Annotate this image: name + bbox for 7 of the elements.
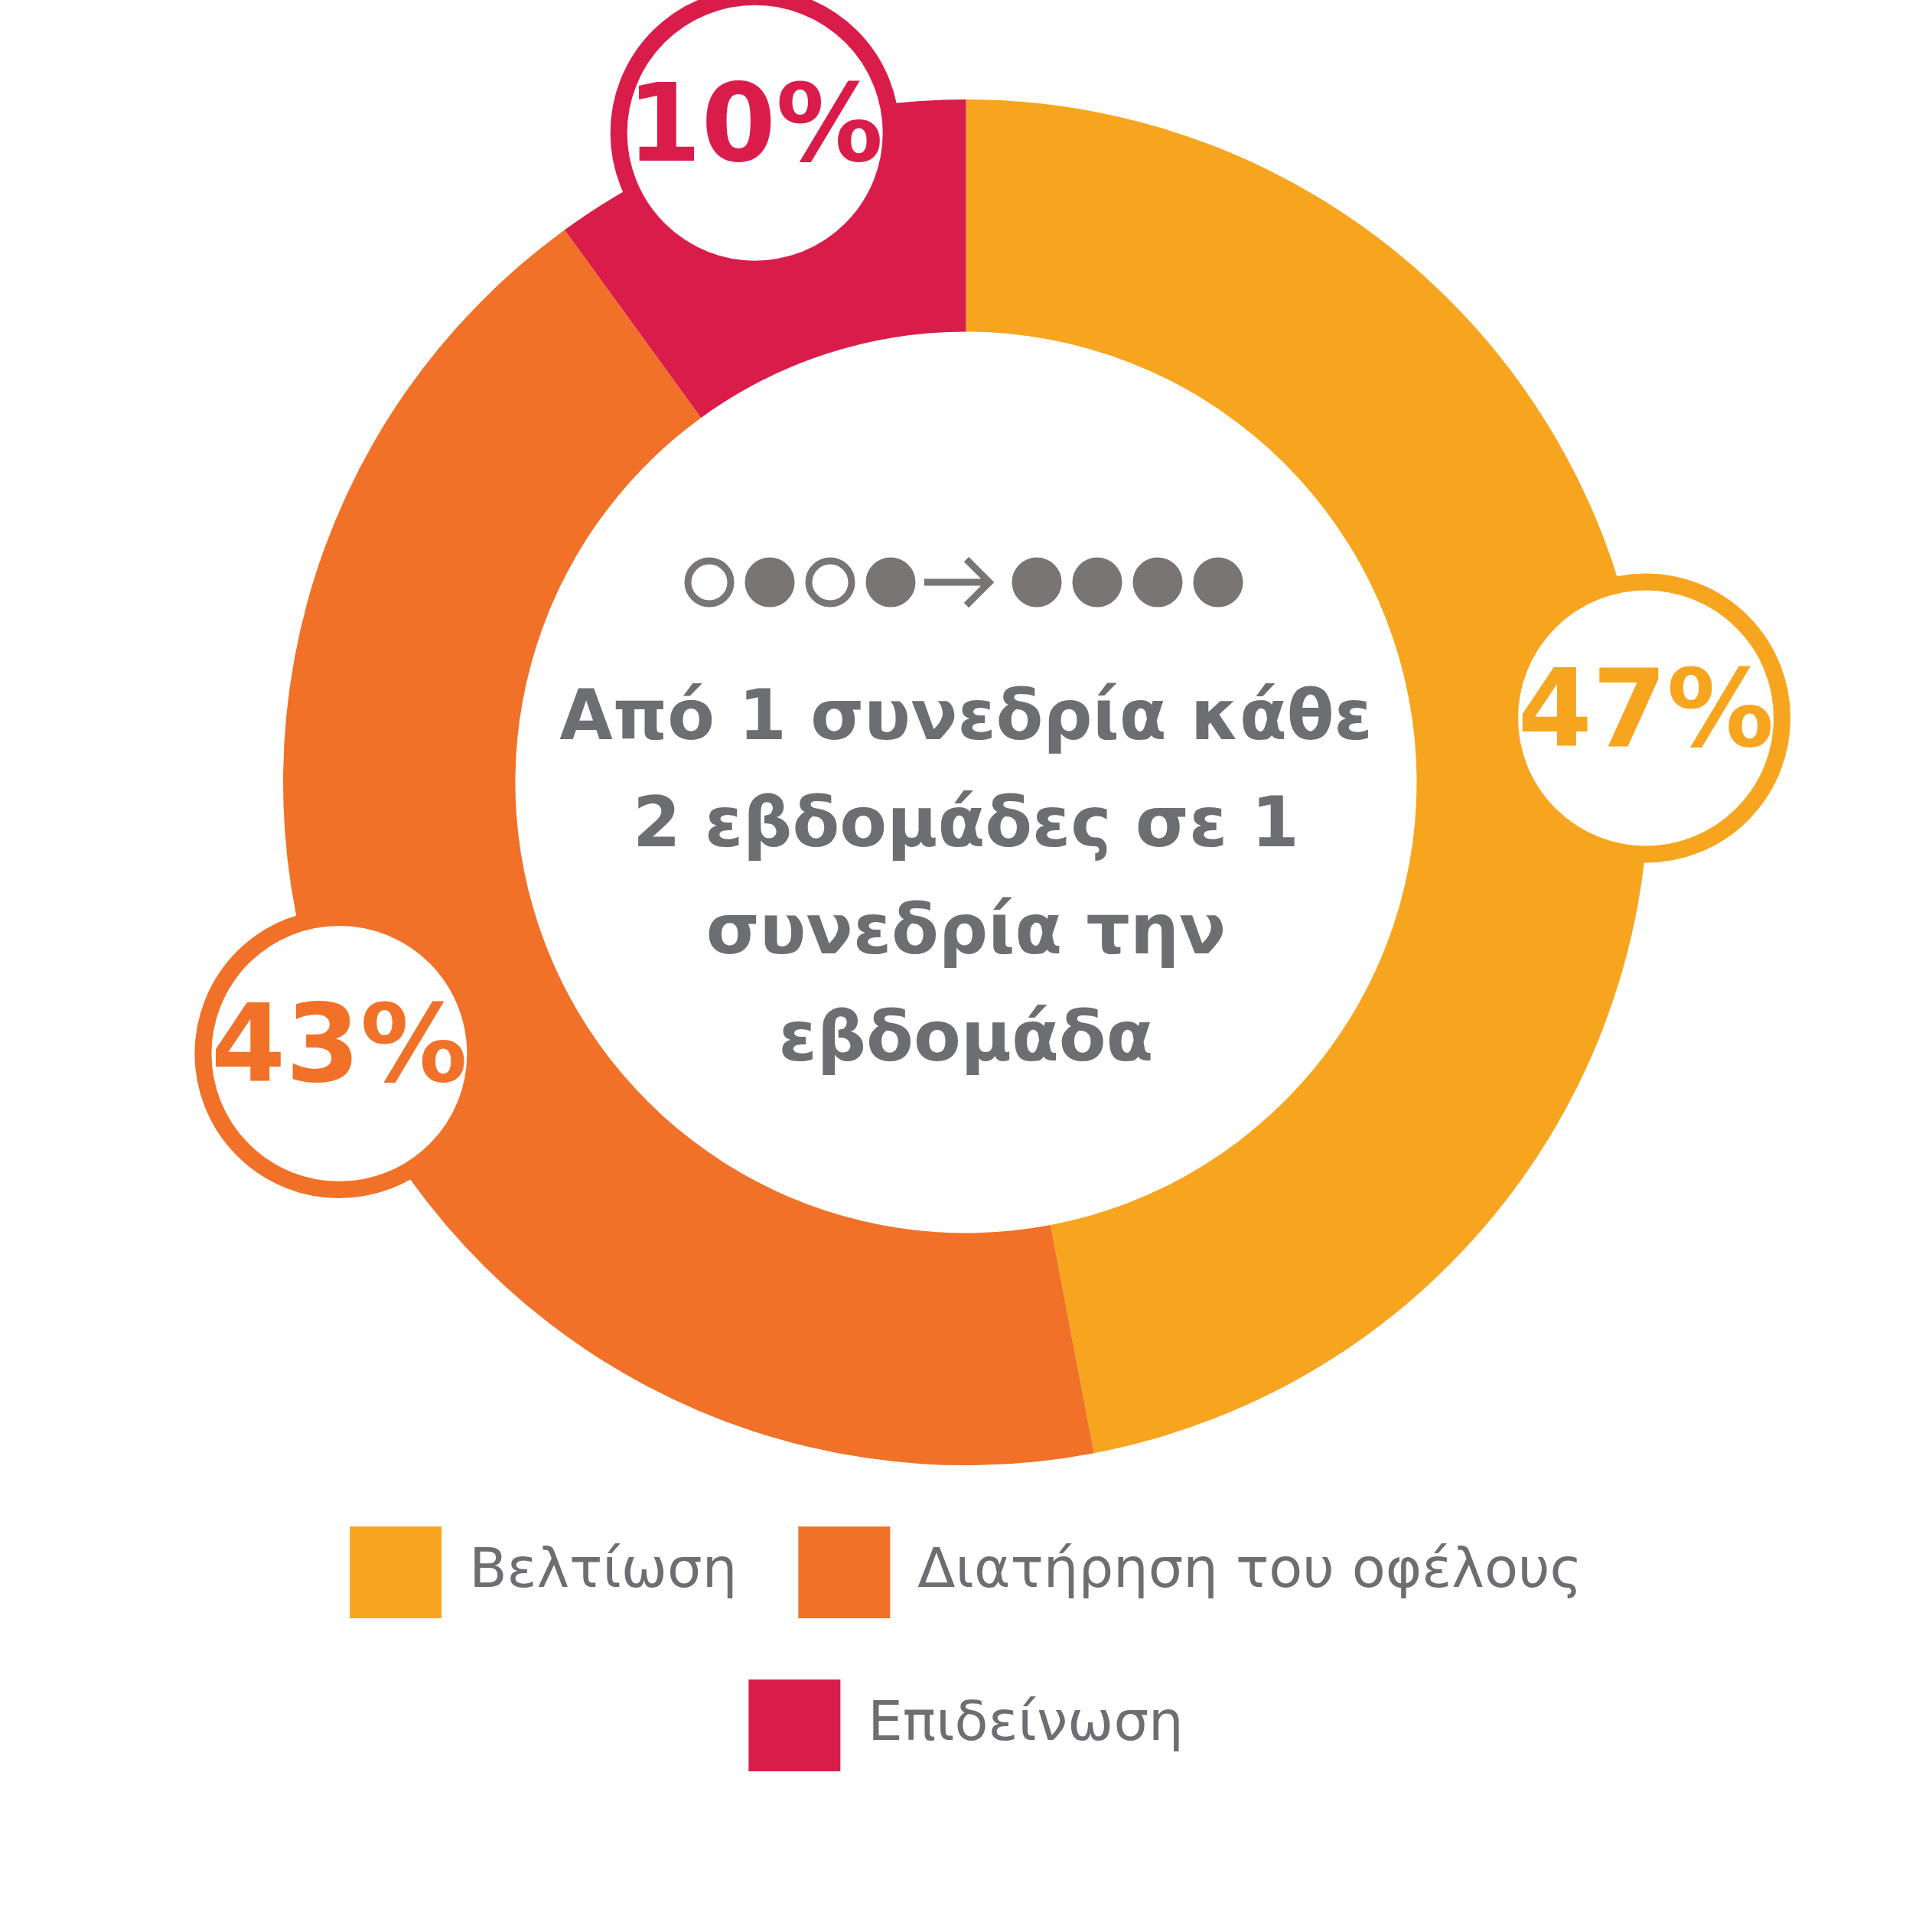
data-label: 47% — [1517, 646, 1774, 771]
legend-label: Βελτίωση — [469, 1535, 738, 1600]
legend-label: Επιδείνωση — [868, 1688, 1184, 1753]
data-label: 10% — [627, 61, 884, 187]
text: Από 1 συνεδρία κάθε 2 εβδομάδες σε 1 συνεδρία την εβδομάδα — [559, 674, 1373, 1077]
data-label: 43% — [210, 982, 468, 1107]
legend-label: Διατήρηση του οφέλους — [917, 1535, 1582, 1600]
